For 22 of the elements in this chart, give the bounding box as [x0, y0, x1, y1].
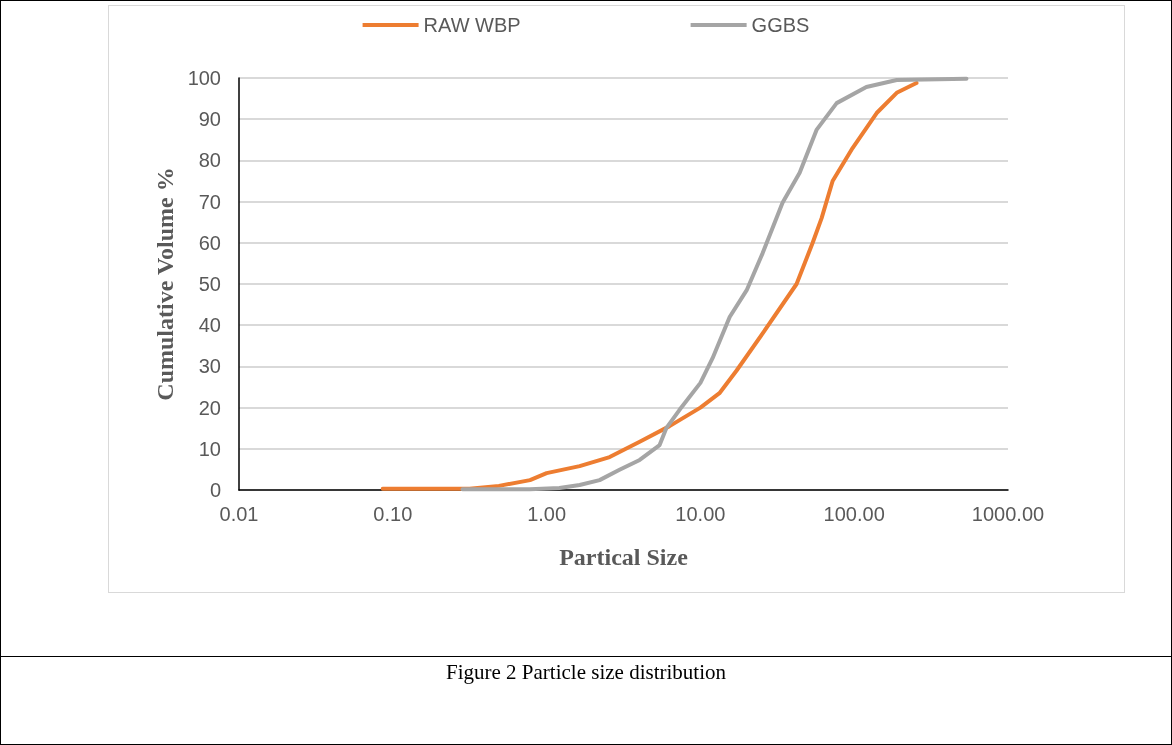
- y-tick-label: 20: [198, 396, 221, 419]
- y-tick-label: 80: [198, 149, 221, 172]
- caption: Figure 2 Particle size distribution: [445, 660, 727, 685]
- x-tick-label: 1.00: [527, 503, 567, 525]
- x-axis-title: Partical Size: [559, 544, 689, 570]
- y-tick-label: 50: [198, 273, 221, 295]
- x-tick-label: 100.00: [823, 503, 885, 525]
- legend-label: RAW WBP: [423, 14, 521, 36]
- y-tick-label: 10: [198, 437, 221, 460]
- x-tick-label: 10.00: [675, 503, 726, 525]
- y-tick-label: 40: [198, 314, 221, 337]
- y-axis-title: Cumulative Volume %: [151, 167, 178, 401]
- y-tick-label: 90: [198, 108, 221, 131]
- y-tick-label: 70: [198, 190, 221, 213]
- y-tick-label: 100: [187, 67, 221, 89]
- x-tick-label: 1000.00: [971, 503, 1045, 525]
- y-tick-label: 30: [198, 355, 221, 378]
- y-tick-label: 60: [198, 231, 221, 254]
- x-tick-label: 0.10: [373, 503, 413, 525]
- legend-label: GGBS: [751, 14, 810, 36]
- x-tick-label: 0.01: [219, 503, 259, 525]
- y-tick-label: 0: [209, 479, 221, 501]
